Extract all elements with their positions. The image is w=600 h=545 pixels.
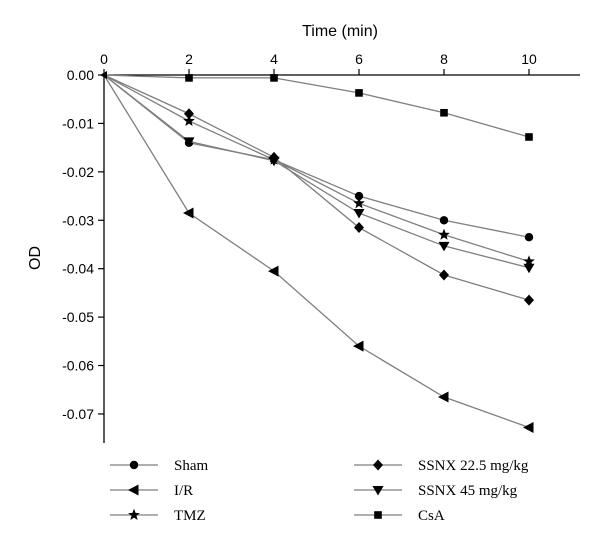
series-line (103, 74, 530, 238)
series-diamond (103, 74, 534, 306)
series-layer (100, 71, 535, 434)
data-point (353, 197, 365, 209)
data-point (440, 108, 448, 117)
legend-marker (128, 508, 140, 521)
series-triangle-left (103, 74, 534, 434)
origin-point (100, 71, 107, 79)
legend-label: SSNX 22.5 mg/kg (418, 458, 529, 474)
legend-item: I/R (110, 483, 193, 499)
legend-label: TMZ (174, 508, 206, 524)
data-point (268, 156, 280, 167)
legend-label: I/R (174, 483, 193, 499)
data-point (183, 114, 195, 127)
data-point (270, 74, 278, 82)
legend-label: Sham (174, 458, 209, 474)
x-tick-label: 0 (100, 51, 108, 67)
y-tick-label: -0.03 (62, 212, 94, 228)
legend-marker (374, 511, 382, 519)
data-point (354, 191, 364, 201)
legend-label: SSNX 45 mg/kg (418, 483, 518, 499)
legend-item: SSNX 45 mg/kg (354, 483, 518, 499)
series-square (103, 74, 533, 141)
y-tick-label: -0.07 (62, 406, 94, 422)
legend-item: TMZ (110, 508, 206, 524)
data-point (183, 137, 195, 147)
data-point (353, 340, 364, 352)
x-axis-title: Time (min) (302, 23, 378, 40)
y-tick-label: -0.01 (62, 115, 94, 131)
series-line (103, 74, 530, 263)
data-point (354, 222, 364, 234)
x-tick-label: 8 (440, 51, 448, 67)
legend-marker (373, 459, 383, 471)
x-tick-label: 2 (185, 51, 193, 67)
legend-item: SSNX 22.5 mg/kg (354, 458, 529, 474)
x-tick-label: 10 (521, 51, 537, 67)
series-star (103, 74, 535, 267)
series-line (103, 74, 530, 269)
data-point (523, 255, 535, 267)
y-axis-title: OD (27, 246, 44, 270)
legend-item: CsA (354, 508, 445, 524)
y-tick-label: -0.05 (62, 309, 94, 325)
y-tick-label: 0.00 (67, 67, 94, 83)
series-line (103, 74, 530, 138)
data-point (355, 89, 363, 97)
data-point (183, 207, 194, 219)
data-point (268, 265, 279, 277)
series-triangle-down (103, 74, 535, 274)
data-point (438, 228, 450, 240)
legend-marker (128, 484, 139, 496)
data-point (525, 133, 533, 141)
y-tick-label: -0.02 (62, 164, 94, 180)
data-point (523, 422, 534, 434)
data-point (185, 74, 193, 82)
data-point (184, 108, 194, 120)
data-point (524, 294, 534, 306)
data-point (439, 269, 449, 281)
data-point (439, 216, 449, 225)
data-point (353, 209, 365, 219)
legend-marker (129, 460, 139, 470)
data-point (523, 263, 535, 274)
series-line (103, 74, 530, 429)
legend-label: CsA (418, 508, 445, 524)
y-tick-label: -0.06 (62, 358, 94, 374)
y-tick-label: -0.04 (62, 261, 94, 277)
legend-marker (372, 486, 384, 496)
x-tick-label: 4 (270, 51, 278, 67)
x-tick-label: 6 (355, 51, 363, 67)
legend-item: Sham (110, 458, 209, 474)
axes: 0 2 4 6 8 10 0.00 -0.01 -0.02 -0.03 -0.04 -0.05 -0.0… (62, 51, 580, 443)
data-point (438, 241, 450, 252)
legend: Sham I/R TMZ SSNX 22.5 mg/kg SSNX 45 mg/kg Cs… (110, 458, 529, 524)
series-line (103, 74, 530, 301)
series-circle (103, 74, 534, 242)
data-point (524, 233, 534, 242)
data-point (438, 391, 449, 403)
